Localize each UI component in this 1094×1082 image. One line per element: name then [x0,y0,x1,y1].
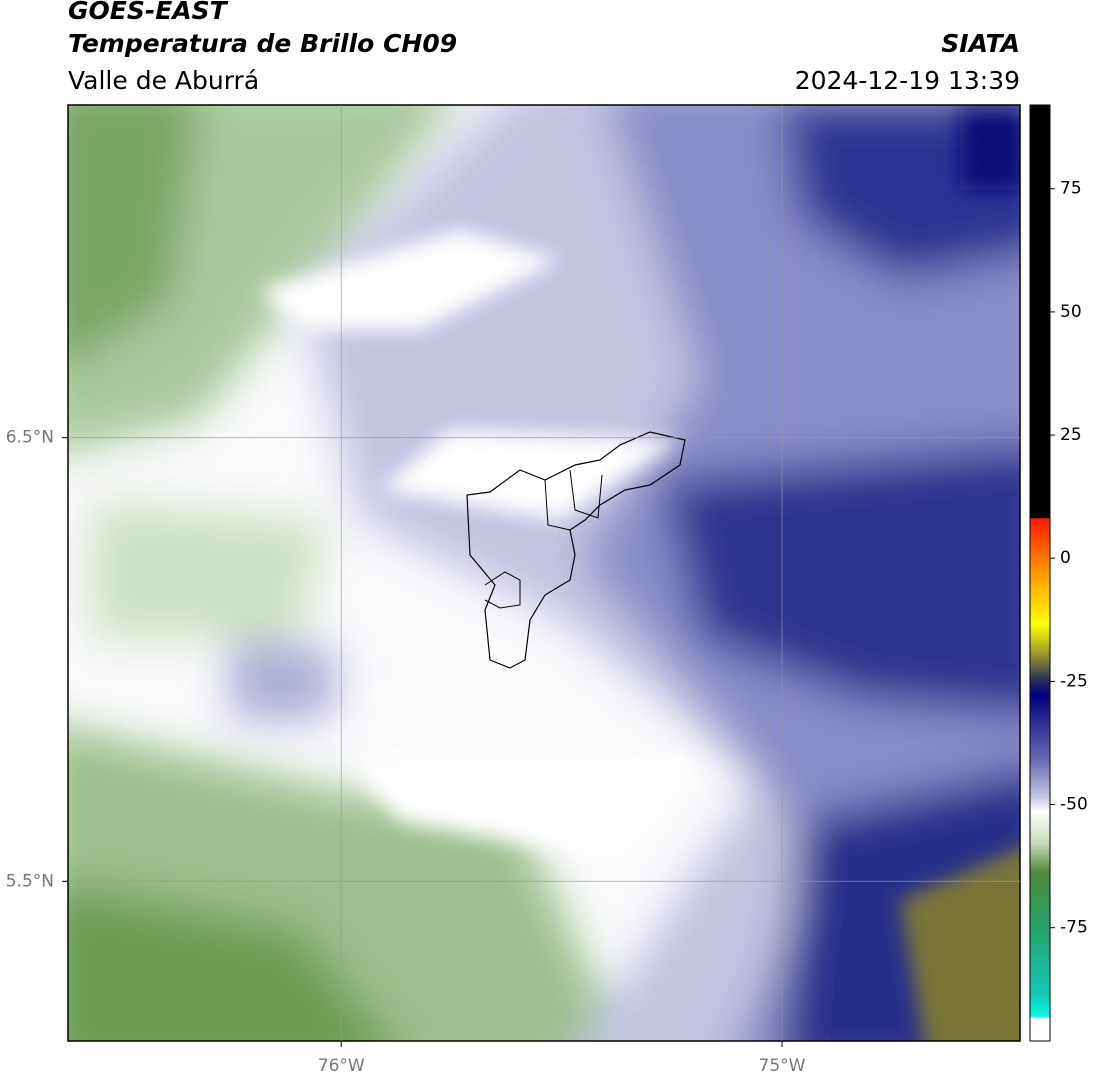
colorbar-tick-label: 50 [1060,302,1082,322]
colorbar-tick-label: -25 [1060,671,1088,691]
y-tick-label: 5.5°N [6,871,54,891]
colorbar-tick-label: -75 [1060,918,1088,938]
datetime-label: 2024-12-19 13:39 [795,66,1020,95]
title-source: GOES-EAST [68,0,229,25]
colorbar-tick-label: 0 [1060,548,1071,568]
colorbar-tick-label: 25 [1060,425,1082,445]
map-image [68,105,1020,1041]
agency-label: SIATA [941,29,1020,58]
colorbar-tick-label: 75 [1060,179,1082,199]
y-tick-label: 6.5°N [6,428,54,448]
colorbar [1029,104,1051,1042]
x-tick-label: 75°W [759,1056,806,1076]
colorbar-tick-label: -50 [1060,795,1088,815]
x-tick-label: 76°W [318,1056,365,1076]
title-product: Temperatura de Brillo CH09 [68,29,457,58]
region-label: Valle de Aburrá [68,66,259,95]
map-frame [67,104,1021,1042]
